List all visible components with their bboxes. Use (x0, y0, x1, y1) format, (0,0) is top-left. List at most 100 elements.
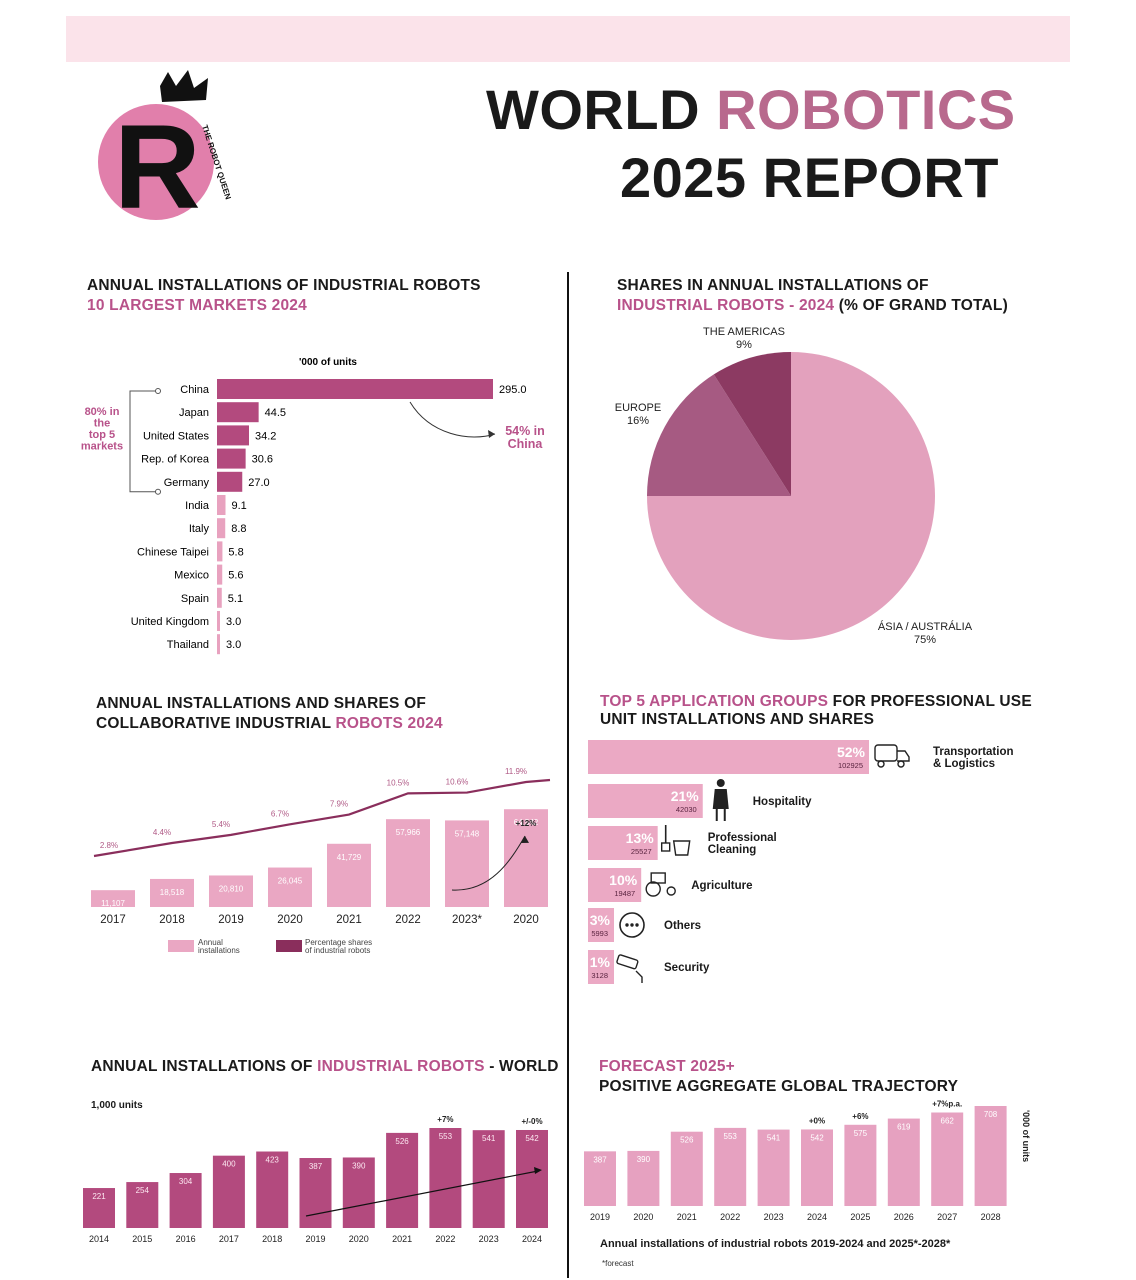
china-arrow (409, 401, 496, 438)
legend-shares-swatch (276, 940, 302, 952)
cobot-share-line (93, 778, 551, 858)
pie-slice (713, 352, 791, 496)
world-growth-annotation: +7% (437, 1115, 453, 1124)
cobot-value-label: 64,542 (514, 818, 539, 827)
legend-shares-label: Percentage shares (305, 938, 372, 947)
waiter-head (716, 779, 725, 787)
cobot-year-label: 2020 (277, 914, 303, 926)
market-bar (217, 448, 246, 469)
world-value-label: 542 (525, 1134, 539, 1143)
cleaning-icon (660, 825, 691, 856)
forecast-year-label: 2021 (677, 1212, 697, 1222)
app-value-label: 3128 (591, 971, 608, 980)
cobot-value-label: 41,729 (337, 853, 362, 862)
bucket (672, 840, 691, 856)
market-bar (217, 379, 493, 399)
world-bar (83, 1188, 115, 1228)
cobot-share-label: 5.4% (212, 820, 230, 829)
app-bar (588, 826, 658, 860)
market-name-label: Italy (189, 523, 210, 535)
forecast-bar (757, 1129, 790, 1206)
applications-chart: 52%102925 Transportation& Logistics 21%420… (588, 740, 1014, 984)
market-bar (217, 541, 223, 562)
page-title-line1: WORLD ROBOTICS (486, 82, 1016, 138)
world-bar (256, 1151, 289, 1228)
forecast-value-label: 526 (680, 1136, 694, 1145)
app-name-label: Others (664, 920, 701, 932)
app-value-label: 5993 (591, 929, 608, 938)
world-year-label: 2014 (89, 1234, 109, 1244)
world-value-label: 304 (179, 1177, 193, 1186)
dots-ring (619, 912, 645, 938)
truck-wheel (877, 760, 885, 768)
world-value-label: 387 (309, 1162, 323, 1171)
mop-head (660, 842, 671, 852)
app-name-label: & Logistics (933, 758, 995, 770)
market-name-label: Germany (164, 477, 210, 489)
tractor-icon (645, 872, 676, 897)
world-title: ANNUAL INSTALLATIONS OF INDUSTRIAL ROBOT… (91, 1057, 559, 1077)
forecast-bar (714, 1127, 747, 1206)
cobot-bar (91, 890, 135, 907)
truck-body (874, 744, 898, 762)
dots-dot (630, 923, 634, 927)
world-bar (299, 1158, 332, 1228)
cobot-value-label: 11,107 (101, 899, 125, 908)
cobot-year-label: 2017 (100, 914, 126, 926)
app-value-label: 19487 (614, 889, 635, 898)
app-share-label: 1% (590, 954, 611, 970)
cobot-year-label: 2019 (218, 914, 244, 926)
forecast-year-label: 2024 (807, 1212, 827, 1222)
world-value-label: 221 (92, 1192, 106, 1201)
pie-slice-percent: 9% (736, 339, 752, 351)
app-value-label: 25527 (631, 847, 652, 856)
world-bar (126, 1182, 159, 1228)
world-value-label: 553 (439, 1132, 453, 1141)
forecast-bar (931, 1112, 964, 1206)
cobot-title-line1: ANNUAL INSTALLATIONS AND SHARES OF (96, 695, 426, 712)
forecast-year-label: 2028 (981, 1212, 1001, 1222)
dots-dot (625, 923, 629, 927)
market-bar (217, 402, 259, 423)
world-value-label: 390 (352, 1161, 366, 1170)
forecast-value-label: 541 (767, 1134, 781, 1143)
world-bar (212, 1155, 245, 1228)
cobot-growth-label: +12% (516, 819, 537, 828)
app-share-label: 3% (590, 912, 611, 928)
world-year-label: 2020 (349, 1234, 369, 1244)
world-value-label: 526 (395, 1137, 409, 1146)
pie-slice-name: EUROPE (615, 402, 661, 414)
page-title-line2: 2025 REPORT (620, 146, 999, 209)
world-trend-arrowhead (534, 1167, 542, 1174)
forecast-value-label: 708 (984, 1110, 998, 1119)
cobot-year-label: 2021 (336, 914, 362, 926)
pie-slice-name: ÁSIA / AUSTRÁLIA (878, 620, 973, 633)
cobot-share-label: 2.8% (100, 841, 118, 850)
app-name-label: Cleaning (708, 844, 757, 856)
market-value-label: 5.8 (228, 546, 243, 558)
market-value-label: 295.0 (499, 384, 527, 396)
app-name-label: Agriculture (691, 880, 752, 892)
world-title-b: INDUSTRIAL ROBOTS (317, 1058, 485, 1075)
top5-note-line: 80% in (85, 406, 120, 418)
cobots-chart: 11,107 2017 18,518 2018 20,810 2019 26,045 2020… (91, 767, 551, 955)
top5-bracket (129, 390, 158, 493)
cobot-growth-arrow (451, 835, 526, 891)
market-value-label: 44.5 (265, 407, 286, 419)
world-growth-annotation: +/-0% (521, 1117, 542, 1126)
camera-mount (635, 970, 643, 983)
market-name-label: United States (143, 430, 210, 442)
app-name-label: Security (664, 962, 710, 974)
logo: R THE ROBOT QUEEN (98, 70, 233, 226)
legend-installations-label: Annual (198, 938, 223, 947)
waiter-legs (715, 809, 726, 821)
dots-icon (619, 912, 645, 938)
world-year-label: 2018 (262, 1234, 282, 1244)
forecast-bar (670, 1131, 703, 1206)
logo-circle (98, 104, 214, 220)
forecast-growth-annotation: +6% (852, 1112, 868, 1121)
china-note-line: China (508, 437, 544, 451)
forecast-bar (627, 1150, 660, 1206)
pie-slice-percent: 16% (627, 415, 649, 427)
cobot-bar (386, 819, 430, 907)
